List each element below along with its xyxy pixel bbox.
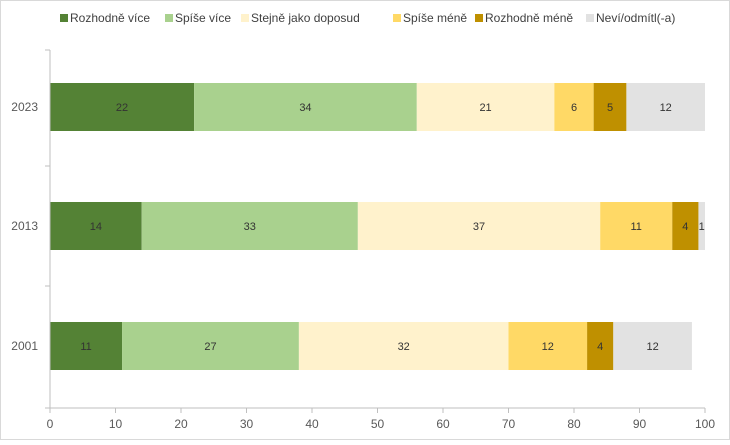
legend-swatch bbox=[475, 14, 483, 22]
legend-label: Rozhodně méně bbox=[485, 11, 573, 25]
y-tick-label: 2023 bbox=[11, 100, 38, 114]
data-label: 11 bbox=[631, 221, 642, 233]
bar-segment bbox=[50, 322, 123, 370]
x-tick-label: 50 bbox=[371, 417, 385, 431]
bar-segment bbox=[141, 202, 358, 250]
data-label: 6 bbox=[571, 102, 577, 114]
data-label: 14 bbox=[90, 221, 102, 233]
data-label: 12 bbox=[660, 102, 672, 114]
data-label: 4 bbox=[682, 221, 688, 233]
data-label: 12 bbox=[646, 341, 658, 353]
legend-swatch bbox=[586, 14, 594, 22]
legend-label: Spíše více bbox=[175, 11, 231, 25]
legend: Rozhodně více Spíše více Stejně jako dopos… bbox=[60, 11, 675, 25]
bar-segment bbox=[357, 202, 601, 250]
legend-swatch bbox=[60, 14, 68, 22]
data-label: 1 bbox=[699, 221, 705, 233]
bar-segment bbox=[554, 83, 594, 131]
data-label: 5 bbox=[607, 102, 613, 114]
bar-segment bbox=[416, 83, 555, 131]
bar-segment bbox=[508, 322, 588, 370]
data-label: 12 bbox=[542, 341, 554, 353]
x-tick-label: 90 bbox=[633, 417, 647, 431]
legend-swatch bbox=[165, 14, 173, 22]
legend-swatch bbox=[241, 14, 249, 22]
x-tick-label: 40 bbox=[305, 417, 319, 431]
data-label: 4 bbox=[597, 341, 603, 353]
x-tick-label: 20 bbox=[174, 417, 188, 431]
legend-label: Stejně jako doposud bbox=[251, 11, 360, 25]
x-tick-label: 0 bbox=[47, 417, 54, 431]
bar-segment bbox=[613, 322, 692, 370]
bar-segment bbox=[50, 83, 195, 131]
legend-label: Spíše méně bbox=[403, 11, 467, 25]
x-tick-label: 10 bbox=[109, 417, 123, 431]
bar-segment bbox=[50, 202, 142, 250]
data-label: 34 bbox=[299, 102, 311, 114]
bar-segment bbox=[672, 202, 699, 250]
bar-segment bbox=[122, 322, 299, 370]
y-tick-label: 2001 bbox=[11, 339, 38, 353]
bar-segment bbox=[698, 202, 705, 250]
data-label: 22 bbox=[116, 102, 128, 114]
bar-segment bbox=[298, 322, 509, 370]
bar-segment bbox=[600, 202, 673, 250]
data-label: 37 bbox=[473, 221, 485, 233]
legend-label: Neví/odmítl(-a) bbox=[596, 11, 675, 25]
x-tick-label: 30 bbox=[240, 417, 254, 431]
bar-segment bbox=[626, 83, 705, 131]
x-tick-label: 70 bbox=[502, 417, 516, 431]
bar-segment bbox=[587, 322, 614, 370]
x-tick-label: 100 bbox=[695, 417, 715, 431]
legend-label: Rozhodně více bbox=[70, 11, 150, 25]
data-label: 33 bbox=[244, 221, 256, 233]
x-axis: 0 10 20 30 40 50 60 70 80 90 100 bbox=[47, 407, 715, 431]
legend-swatch bbox=[393, 14, 401, 22]
bar-segment bbox=[593, 83, 627, 131]
y-tick-label: 2013 bbox=[11, 219, 38, 233]
data-label: 11 bbox=[80, 341, 91, 353]
data-label: 21 bbox=[479, 102, 491, 114]
y-axis: 2023 2013 2001 bbox=[11, 49, 51, 409]
bar-segment bbox=[194, 83, 417, 131]
x-tick-label: 60 bbox=[436, 417, 450, 431]
data-label: 32 bbox=[398, 341, 410, 353]
x-tick-label: 80 bbox=[567, 417, 581, 431]
data-label: 27 bbox=[204, 341, 216, 353]
